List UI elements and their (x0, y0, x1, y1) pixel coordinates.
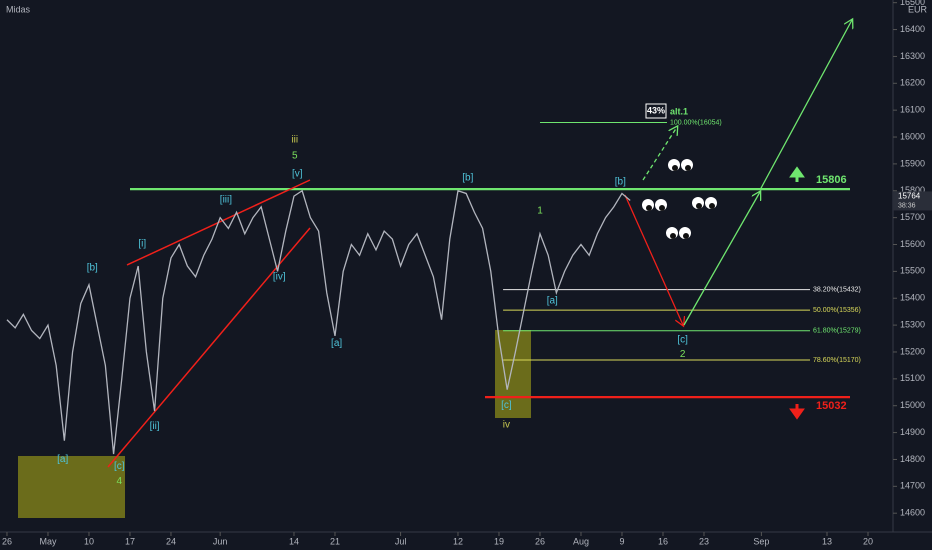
y-tick-label: 15000 (900, 400, 925, 410)
projection-arrow (759, 20, 852, 191)
x-tick-label: 19 (494, 536, 504, 546)
y-tick-label: 14900 (900, 427, 925, 437)
x-tick-label: Aug (573, 536, 589, 546)
y-tick-label: 14800 (900, 454, 925, 464)
y-tick-label: 15900 (900, 158, 925, 168)
projection-arrow (683, 192, 760, 326)
wave-label: [i] (138, 239, 146, 250)
x-tick-label: 12 (453, 536, 463, 546)
y-tick-label: 15400 (900, 293, 925, 303)
x-tick-label: 23 (699, 536, 709, 546)
fib-label: 50.00%(15356) (813, 307, 861, 314)
price-tag (893, 191, 932, 211)
wave-label: 5 (292, 150, 298, 161)
x-tick-label: 26 (2, 536, 12, 546)
fib-label: 38.20%(15432) (813, 286, 861, 293)
key-level-label: 15032 (816, 400, 847, 412)
wave-label: [c] (501, 400, 512, 411)
y-tick-label: 14700 (900, 481, 925, 491)
x-tick-label: 21 (330, 536, 340, 546)
x-tick-label: 26 (535, 536, 545, 546)
wave-label: [a] (547, 296, 558, 307)
y-tick-label: 15100 (900, 373, 925, 383)
wave-label: [b] (615, 177, 626, 188)
x-tick-label: 14 (289, 536, 299, 546)
y-tick-label: 15700 (900, 212, 925, 222)
y-tick-label: 15300 (900, 319, 925, 329)
wave-label: [ii] (150, 421, 160, 432)
up-arrow (789, 166, 805, 182)
countdown: 38:36 (898, 202, 916, 209)
fib-label: 78.60%(15170) (813, 357, 861, 364)
y-tick-label: 15500 (900, 266, 925, 276)
wave-label: 1 (537, 206, 543, 217)
projection-arrow (624, 194, 683, 325)
wave-label: [c] (114, 461, 125, 472)
x-tick-label: 13 (822, 536, 832, 546)
x-tick-label: 24 (166, 536, 176, 546)
wave-label: 4 (117, 476, 123, 487)
y-tick-label: 16000 (900, 131, 925, 141)
wave-label: [b] (462, 173, 473, 184)
x-tick-label: Sep (753, 536, 769, 546)
y-tick-label: 14600 (900, 508, 925, 518)
wave-label: iv (503, 420, 510, 431)
wave-label: [a] (331, 338, 342, 349)
currency: EUR (908, 4, 928, 14)
zone (18, 456, 125, 518)
wave-label: [b] (87, 263, 98, 274)
x-tick-label: May (39, 536, 57, 546)
y-tick-label: 15600 (900, 239, 925, 249)
projection-arrow (642, 127, 677, 181)
x-tick-label: 10 (84, 536, 94, 546)
chart-title: Midas (6, 4, 31, 14)
y-tick-label: 16200 (900, 78, 925, 88)
wave-label: [v] (292, 168, 303, 179)
x-tick-label: Jul (395, 536, 407, 546)
down-arrow (789, 404, 805, 420)
scenario-label: alt.1 (670, 106, 688, 116)
wave-label: iii (291, 134, 298, 145)
wave-label: 2 (680, 349, 686, 360)
fib-label: 100.00%(16054) (670, 119, 722, 126)
wave-label: [iii] (220, 195, 232, 206)
x-tick-label: Jun (213, 536, 228, 546)
y-tick-label: 16300 (900, 51, 925, 61)
price-line (6, 189, 631, 455)
y-tick-label: 16400 (900, 24, 925, 34)
x-tick-label: 16 (658, 536, 668, 546)
price-tag-label: 15764 (898, 192, 921, 201)
key-level-label: 15806 (816, 174, 847, 186)
zone (495, 330, 531, 418)
x-tick-label: 17 (125, 536, 135, 546)
eyes (642, 159, 717, 239)
y-tick-label: 16100 (900, 105, 925, 115)
x-tick-label: 20 (863, 536, 873, 546)
y-tick-label: 15200 (900, 346, 925, 356)
wave-label: [a] (57, 454, 68, 465)
wave-label: [c] (677, 335, 688, 346)
y-tick-label: 15800 (900, 185, 925, 195)
probability: 43% (647, 105, 665, 115)
y-tick-label: 16500 (900, 0, 925, 7)
wave-label: [iv] (273, 272, 286, 283)
x-tick-label: 9 (619, 536, 624, 546)
fib-label: 61.80%(15279) (813, 328, 861, 335)
probability-box (645, 103, 667, 119)
